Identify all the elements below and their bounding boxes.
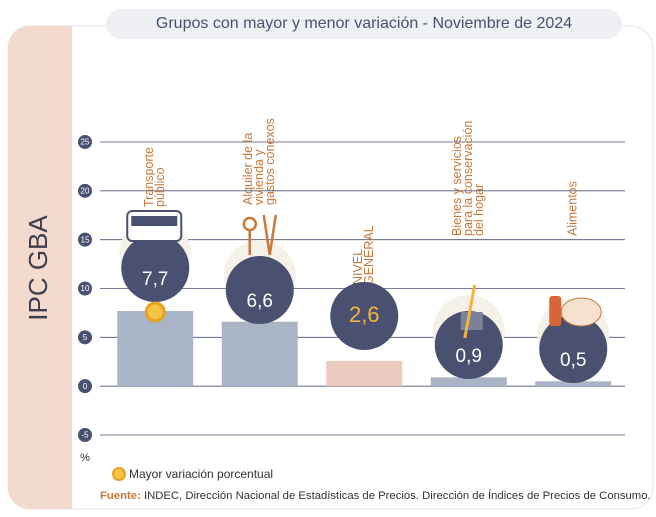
bar <box>326 361 402 386</box>
icon-bottle <box>549 296 561 326</box>
y-tick-label: 5 <box>83 333 88 342</box>
value-label: 6,6 <box>247 291 273 312</box>
y-tick-label: 20 <box>81 186 90 195</box>
y-tick-label: -5 <box>81 431 89 440</box>
chart: IPC GBA Grupos con mayor y menor variaci… <box>0 0 656 512</box>
category-line: Alimentos <box>566 181 580 236</box>
category-line: GENERAL <box>362 225 376 285</box>
category-line: gastos conexos <box>263 118 277 205</box>
value-label: 0,5 <box>560 350 586 371</box>
icon-bucket <box>461 312 483 330</box>
y-tick-label: 15 <box>81 235 90 244</box>
category-label: Alimentos <box>566 181 580 236</box>
source-label: Fuente: <box>100 490 141 502</box>
frame <box>8 26 653 509</box>
value-label: 7,7 <box>142 269 168 290</box>
legend-label: Mayor variación porcentual <box>129 467 273 481</box>
value-bubble <box>121 234 189 302</box>
category-line: del hogar <box>472 184 486 236</box>
source: Fuente: INDEC, Dirección Nacional de Est… <box>100 489 651 502</box>
y-tick-label: 25 <box>81 138 90 147</box>
y-tick-label: 10 <box>81 284 90 293</box>
category-line: público <box>153 167 167 207</box>
value-bubble <box>226 256 294 324</box>
source-text: INDEC, Dirección Nacional de Estadística… <box>144 489 651 502</box>
value-label: 2,6 <box>349 302 380 327</box>
icon-bus-window <box>131 216 177 226</box>
highlight-marker <box>146 303 164 321</box>
chart-title: Grupos con mayor y menor variación - Nov… <box>156 15 572 32</box>
legend-marker <box>113 468 125 480</box>
icon-chicken <box>561 298 601 326</box>
y-unit: % <box>80 452 90 464</box>
bar <box>222 322 298 386</box>
value-label: 0,9 <box>456 346 482 367</box>
y-tick-label: 0 <box>83 382 88 391</box>
panel-label: IPC GBA <box>23 215 53 321</box>
